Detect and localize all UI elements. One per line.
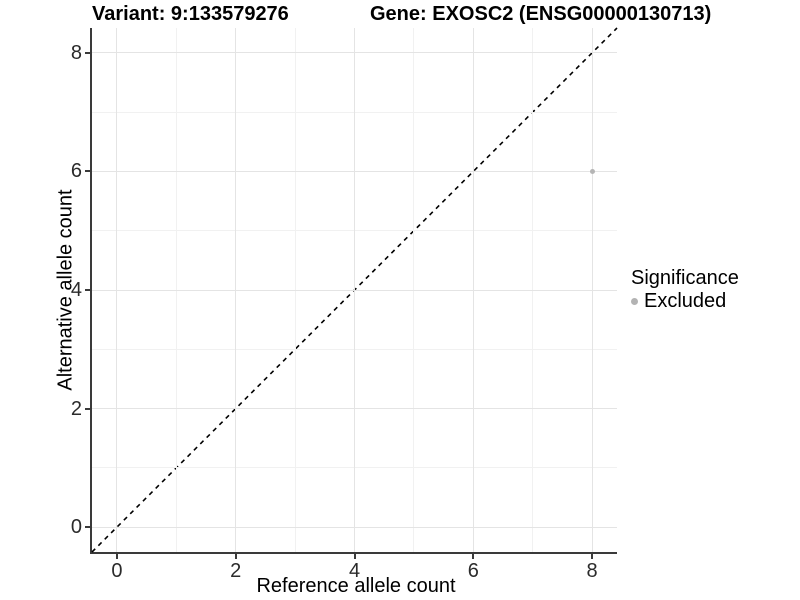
legend-key-dot [631,298,638,305]
y-tick-mark [85,170,90,173]
y-tick-label: 0 [70,516,82,539]
y-tick-label: 6 [70,160,82,183]
y-tick-mark [85,526,90,529]
legend-title: Significance [631,267,739,289]
gridline-horizontal-major [92,526,617,528]
x-tick-label: 8 [586,560,598,582]
y-axis-title: Alternative allele count [54,189,77,391]
x-tick-mark [591,554,594,559]
x-tick-mark [234,554,237,559]
gridline-horizontal-major [92,52,617,54]
x-tick-label: 0 [111,560,123,582]
legend-entry: Excluded [631,290,739,313]
legend: Significance Excluded [631,266,739,313]
x-tick-label: 4 [348,560,361,582]
plot-title-variant: Variant: 9:133579276 [92,3,289,25]
x-tick-mark [353,554,356,559]
data-point [589,168,595,174]
y-tick-label: 2 [70,397,82,420]
gridline-horizontal-major [92,408,617,410]
plot-panel: 0 2 4 6 8 0 2 4 6 8 [71,27,618,582]
y-tick-label: 4 [70,279,82,301]
legend-entries: Excluded [631,290,739,313]
x-tick-label: 6 [467,560,479,582]
x-axis-title: Reference allele count [256,575,456,597]
y-tick-mark [85,407,90,410]
gridline-horizontal-major [92,289,617,291]
x-tick-label: 2 [230,560,242,582]
gridline-horizontal-major [92,170,617,172]
y-tick-mark [85,51,90,54]
legend-entry-label: Excluded [644,290,727,312]
x-tick-mark [472,554,475,559]
y-tick-label: 8 [70,41,82,64]
x-tick-mark [115,554,118,559]
plot-title-gene: Gene: EXOSC2 (ENSG00000130713) [370,3,712,25]
y-tick-mark [85,289,90,291]
